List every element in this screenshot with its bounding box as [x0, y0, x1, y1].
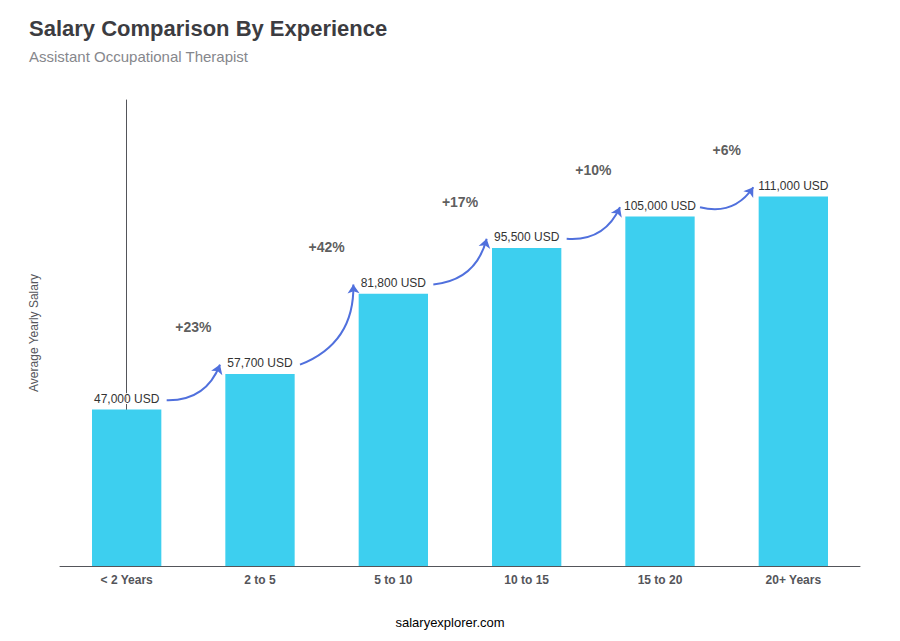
svg-text:5 to 10: 5 to 10 — [374, 573, 412, 587]
svg-text:salaryexplorer.com: salaryexplorer.com — [395, 615, 504, 630]
svg-text:10 to 15: 10 to 15 — [504, 573, 549, 587]
svg-text:Salary Comparison By Experienc: Salary Comparison By Experience — [29, 16, 387, 41]
svg-text:20+ Years: 20+ Years — [766, 573, 822, 587]
svg-text:47,000 USD: 47,000 USD — [94, 392, 160, 406]
svg-text:2 to 5: 2 to 5 — [244, 573, 276, 587]
svg-text:81,800 USD: 81,800 USD — [361, 276, 427, 290]
svg-text:+6%: +6% — [712, 142, 741, 158]
svg-text:105,000 USD: 105,000 USD — [624, 199, 696, 213]
svg-text:+17%: +17% — [442, 194, 479, 210]
svg-text:< 2 Years: < 2 Years — [101, 573, 153, 587]
svg-text:111,000 USD: 111,000 USD — [758, 179, 829, 193]
svg-text:15 to 20: 15 to 20 — [638, 573, 683, 587]
svg-text:+23%: +23% — [175, 319, 212, 335]
svg-text:+42%: +42% — [309, 239, 346, 255]
svg-text:95,500 USD: 95,500 USD — [494, 230, 560, 244]
svg-text:Average Yearly Salary: Average Yearly Salary — [27, 274, 41, 392]
svg-text:57,700 USD: 57,700 USD — [227, 356, 293, 370]
svg-text:Assistant Occupational Therapi: Assistant Occupational Therapist — [29, 48, 249, 65]
svg-text:+10%: +10% — [575, 162, 612, 178]
